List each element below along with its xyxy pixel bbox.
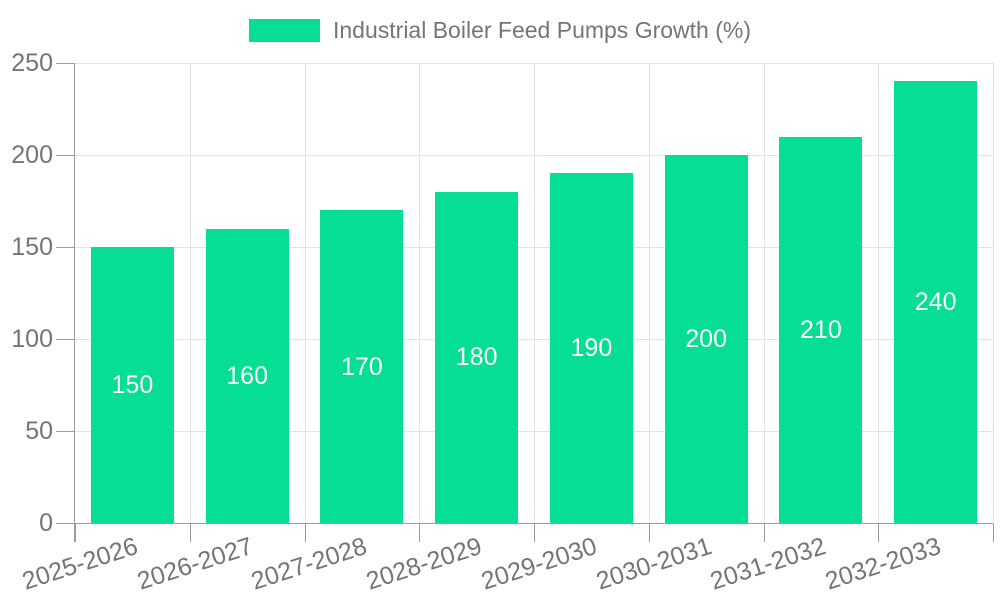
x-gridline	[304, 63, 306, 523]
y-axis-tick	[56, 155, 75, 156]
x-gridline	[419, 63, 421, 523]
x-axis-tick	[993, 524, 994, 542]
bar[interactable]	[435, 191, 519, 523]
x-axis-label: 2026-2027	[133, 532, 256, 596]
bar-value-label: 150	[111, 371, 154, 399]
y-axis-label: 0	[39, 509, 53, 537]
x-axis-line	[56, 523, 993, 524]
x-axis-tick	[534, 524, 535, 542]
x-axis-label: 2031-2032	[707, 532, 830, 596]
y-axis-label: 250	[11, 49, 53, 77]
legend-item[interactable]: Industrial Boiler Feed Pumps Growth (%)	[249, 17, 751, 44]
x-axis-label: 2027-2028	[248, 532, 371, 596]
x-gridline	[534, 63, 535, 523]
y-axis-label: 150	[11, 233, 53, 261]
bar[interactable]	[664, 155, 748, 523]
bar[interactable]	[320, 210, 404, 523]
bar-value-label: 160	[226, 361, 268, 390]
bar[interactable]	[205, 228, 289, 523]
bar-value-label: 180	[455, 343, 498, 372]
x-axis-tick	[304, 524, 306, 542]
x-axis-tick	[878, 524, 880, 542]
x-gridline	[189, 63, 191, 523]
x-axis-label: 2028-2029	[362, 532, 486, 596]
legend-label: Industrial Boiler Feed Pumps Growth (%)	[333, 17, 751, 43]
x-gridline	[878, 63, 880, 523]
legend: Industrial Boiler Feed Pumps Growth (%)	[0, 17, 1000, 44]
x-gridline	[648, 63, 650, 523]
x-axis-tick	[763, 524, 765, 542]
y-axis-tick	[56, 63, 75, 64]
y-axis-label: 100	[11, 325, 53, 353]
y-axis-tick	[56, 339, 75, 340]
x-axis-tick	[189, 524, 191, 542]
x-axis-label: 2032-2033	[821, 532, 945, 596]
x-gridline	[993, 63, 994, 523]
y-axis-label: 200	[11, 141, 53, 169]
x-axis-label: 2029-2030	[477, 532, 601, 596]
bar-value-label: 200	[685, 325, 727, 353]
y-axis-tick	[56, 247, 75, 248]
x-axis-label: 2025-2026	[18, 532, 142, 596]
bar-value-label: 210	[800, 315, 842, 344]
bar-value-label: 240	[914, 288, 957, 317]
bar[interactable]	[779, 136, 863, 523]
bar[interactable]	[90, 247, 174, 523]
legend-swatch-icon	[249, 19, 320, 42]
bar[interactable]	[549, 173, 633, 523]
y-axis-label: 50	[25, 417, 53, 445]
bar-value-label: 190	[570, 334, 613, 363]
bar-value-label: 170	[341, 352, 383, 381]
x-axis-tick	[648, 524, 650, 542]
bar[interactable]	[894, 81, 978, 523]
x-axis-label: 2030-2031	[592, 532, 715, 596]
x-axis-tick	[419, 524, 421, 542]
x-gridline	[763, 63, 765, 523]
y-axis-tick	[56, 431, 75, 432]
y-axis-line	[74, 63, 75, 542]
x-axis-tick	[75, 524, 76, 542]
